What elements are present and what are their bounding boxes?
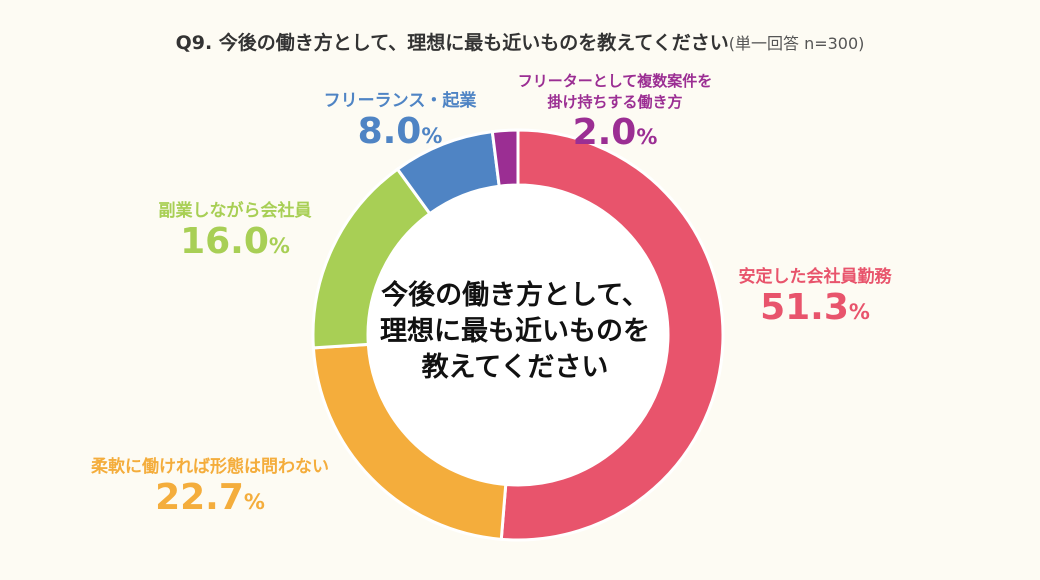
donut-hole xyxy=(369,186,667,484)
slice-label-name-line: フリーランス・起業 xyxy=(323,91,477,111)
slice-label-flexible-work: 柔軟に働ければ形態は問わない 22.7% xyxy=(60,452,360,518)
donut-slice-freeter xyxy=(490,128,520,188)
slice-label-value: 51.3% xyxy=(700,287,930,328)
center-label-line: 今後の働き方として、 xyxy=(381,280,649,311)
slice-value-number: 2.0 xyxy=(572,112,637,153)
chart-title: Q9. 今後の働き方として、理想に最も近いものを教えてください(単一回答 n=3… xyxy=(0,28,1040,55)
slice-label-name-line: 副業しながら会社員 xyxy=(158,201,312,221)
center-label: 今後の働き方として、 理想に最も近いものを 教えてください xyxy=(350,278,680,386)
slice-value-unit: % xyxy=(848,300,870,324)
center-label-line: 理想に最も近いものを xyxy=(380,316,650,347)
slice-label-value: 22.7% xyxy=(60,477,360,518)
slice-value-unit: % xyxy=(421,124,443,148)
slice-label-side-job-employee: 副業しながら会社員 16.0% xyxy=(135,196,335,262)
slice-label-name: フリーターとして複数案件を 掛け持ちする働き方 xyxy=(495,70,735,112)
slice-label-name-line: 掛け持ちする働き方 xyxy=(547,93,683,111)
slice-label-freelance: フリーランス・起業 8.0% xyxy=(300,86,500,152)
slice-label-value: 8.0% xyxy=(300,111,500,152)
slice-label-value: 16.0% xyxy=(135,221,335,262)
slice-label-name: 安定した会社員勤務 xyxy=(700,262,930,287)
slice-label-name: フリーランス・起業 xyxy=(300,86,500,111)
center-label-line: 教えてください xyxy=(421,352,609,383)
chart-title-main: Q9. 今後の働き方として、理想に最も近いものを教えてください xyxy=(175,32,729,54)
slice-value-unit: % xyxy=(243,490,265,514)
slice-value-number: 51.3 xyxy=(760,287,849,328)
donut-slice-stable-employee xyxy=(499,128,725,542)
slice-label-value: 2.0% xyxy=(495,112,735,153)
slice-label-name-line: フリーターとして複数案件を xyxy=(517,72,713,90)
slice-label-name-line: 安定した会社員勤務 xyxy=(738,267,892,287)
slice-value-number: 16.0 xyxy=(180,221,269,262)
slice-value-unit: % xyxy=(636,125,658,149)
chart-title-note: (単一回答 n=300) xyxy=(728,34,865,53)
slice-label-name-line: 柔軟に働ければ形態は問わない xyxy=(91,457,329,477)
slice-label-name: 副業しながら会社員 xyxy=(135,196,335,221)
slice-value-number: 8.0 xyxy=(357,111,422,152)
slice-value-unit: % xyxy=(268,234,290,258)
slice-label-freeter: フリーターとして複数案件を 掛け持ちする働き方 2.0% xyxy=(495,70,735,153)
slice-label-name: 柔軟に働ければ形態は問わない xyxy=(60,452,360,477)
slice-label-stable-employee: 安定した会社員勤務 51.3% xyxy=(700,262,930,328)
slice-value-number: 22.7 xyxy=(155,477,244,518)
